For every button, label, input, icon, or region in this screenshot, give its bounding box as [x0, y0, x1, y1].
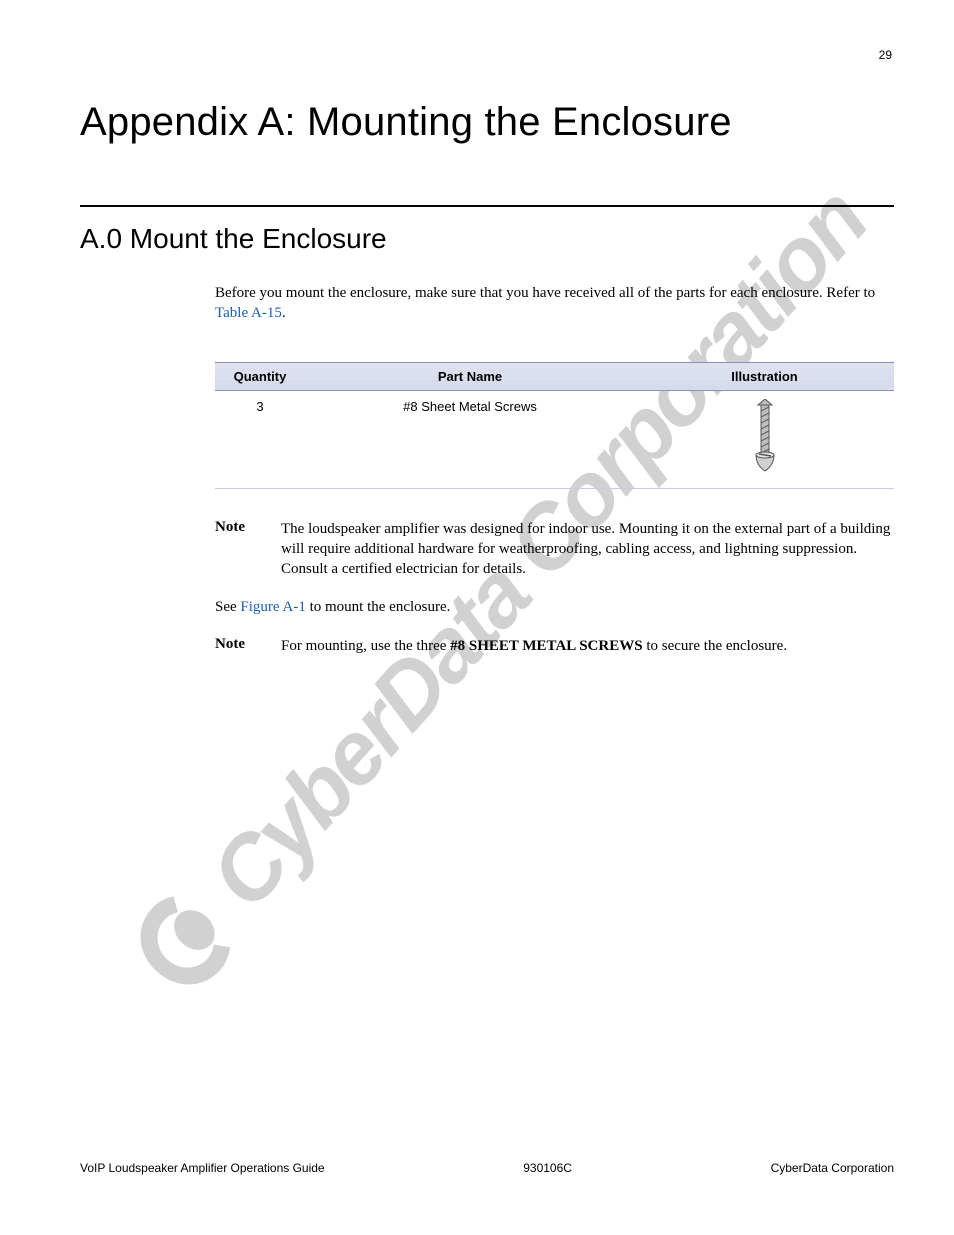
see-figure-line: See Figure A-1 to mount the enclosure. [215, 599, 894, 616]
footer-right: CyberData Corporation [771, 1161, 894, 1175]
section-rule [80, 205, 894, 207]
intro-post: . [282, 305, 286, 321]
note-text: For mounting, use the three #8 SHEET MET… [281, 636, 787, 656]
note2-pre: For mounting, use the three [281, 638, 450, 654]
page-title: Appendix A: Mounting the Enclosure [80, 100, 894, 145]
table-a15-link[interactable]: Table A-15 [215, 305, 282, 321]
section-heading: A.0 Mount the Enclosure [80, 223, 894, 255]
col-partname: Part Name [305, 362, 635, 390]
note-label: Note [215, 636, 263, 656]
intro-paragraph: Before you mount the enclosure, make sur… [215, 283, 894, 324]
col-illustration: Illustration [635, 362, 894, 390]
screw-icon [750, 399, 780, 477]
page-number: 29 [879, 48, 892, 62]
parts-table: Quantity Part Name Illustration 3 #8 She… [215, 362, 894, 489]
footer-left: VoIP Loudspeaker Amplifier Operations Gu… [80, 1161, 325, 1175]
note-text: The loudspeaker amplifier was designed f… [281, 519, 894, 580]
footer-center: 930106C [523, 1161, 572, 1175]
intro-pre: Before you mount the enclosure, make sur… [215, 285, 875, 301]
cell-partname: #8 Sheet Metal Screws [305, 390, 635, 488]
note2-post: to secure the enclosure. [643, 638, 788, 654]
cell-illustration [635, 390, 894, 488]
col-quantity: Quantity [215, 362, 305, 390]
figure-a1-link[interactable]: Figure A-1 [240, 599, 305, 615]
note2-bold: #8 SHEET METAL SCREWS [450, 638, 642, 654]
cell-quantity: 3 [215, 390, 305, 488]
note-label: Note [215, 519, 263, 580]
page-footer: VoIP Loudspeaker Amplifier Operations Gu… [80, 1161, 894, 1175]
note-1: Note The loudspeaker amplifier was desig… [215, 519, 894, 580]
table-row: 3 #8 Sheet Metal Screws [215, 390, 894, 488]
see-pre: See [215, 599, 240, 615]
note-2: Note For mounting, use the three #8 SHEE… [215, 636, 894, 656]
see-post: to mount the enclosure. [306, 599, 451, 615]
